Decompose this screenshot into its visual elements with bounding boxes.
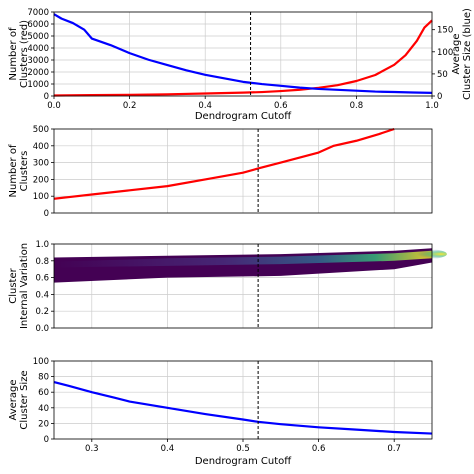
y-tick-label: 0.0 bbox=[35, 324, 49, 334]
x-tick-label: 0.6 bbox=[274, 101, 288, 111]
y-axis-label-line: Clusters bbox=[19, 151, 30, 192]
y-tick-label: 20 bbox=[38, 419, 49, 429]
x-tick-label: 0.6 bbox=[312, 444, 326, 454]
panel-4: AverageCluster Size bbox=[8, 360, 433, 442]
y-axis-label: Number ofClusters bbox=[8, 144, 30, 197]
axes-frame bbox=[53, 243, 433, 329]
y2-tick-label: 0 bbox=[437, 92, 442, 102]
x-tick-label: 0.7 bbox=[387, 444, 401, 454]
x-tick-label: 0.8 bbox=[350, 101, 364, 111]
y-axis-label-line: Cluster bbox=[8, 267, 19, 303]
heatmap-peak bbox=[386, 248, 447, 261]
y-tick-label: 0 bbox=[44, 209, 49, 219]
y-tick-label: 1.0 bbox=[35, 240, 49, 250]
y-tick-label: 80 bbox=[38, 373, 49, 383]
x-tick-label: 0.4 bbox=[161, 444, 175, 454]
y-axis-label: ClusterInternal Variation bbox=[8, 243, 30, 329]
y-tick-label: 3000 bbox=[27, 56, 49, 66]
panel-1: Number ofClusters (red) AverageCluster Si… bbox=[8, 8, 473, 100]
x-tick-label: 0.0 bbox=[47, 101, 61, 111]
x-tick-label: 0.5 bbox=[236, 444, 250, 454]
series-line-1 bbox=[53, 127, 395, 200]
x-tick-label: 1.0 bbox=[425, 101, 439, 111]
y-tick-label: 4000 bbox=[27, 44, 49, 54]
y-tick-label: 0 bbox=[44, 435, 49, 445]
axes-frame bbox=[53, 11, 433, 97]
y-tick-label: 5000 bbox=[27, 32, 49, 42]
y-tick-label: 400 bbox=[33, 142, 49, 152]
y-axis-label-line: Average bbox=[8, 379, 19, 420]
y-tick-label: 0.8 bbox=[35, 257, 49, 267]
y-axis-label-line: Number of bbox=[8, 144, 19, 197]
y-tick-label: 100 bbox=[33, 357, 49, 367]
x-tick-label: 0.3 bbox=[85, 444, 99, 454]
axes-frame bbox=[53, 128, 433, 214]
y-axis-label: AverageCluster Size bbox=[8, 370, 30, 429]
y2-axis-label-line: Average bbox=[451, 33, 462, 74]
y2-axis-label-line: Cluster Size (blue) bbox=[462, 8, 473, 100]
y-tick-label: 100 bbox=[33, 192, 49, 202]
y-axis-label-line: Internal Variation bbox=[19, 243, 30, 329]
y2-tick-label: 50 bbox=[437, 70, 448, 80]
y-tick-label: 300 bbox=[33, 159, 49, 169]
y-tick-label: 0.2 bbox=[35, 307, 49, 317]
y-axis-label: Number ofClusters (red) bbox=[8, 20, 30, 88]
y-axis-label-line: Number of bbox=[8, 27, 19, 80]
heatmap-core bbox=[54, 250, 432, 268]
y-axis-label-line: Clusters (red) bbox=[19, 20, 30, 88]
y-tick-label: 6000 bbox=[27, 20, 49, 30]
y-axis-label-line: Cluster Size bbox=[19, 370, 30, 429]
panel-2: Number ofClusters bbox=[8, 127, 433, 214]
y2-tick-label: 150 bbox=[437, 26, 453, 36]
series-line-2 bbox=[53, 13, 433, 95]
x-tick-label: 0.4 bbox=[198, 101, 212, 111]
panel-3: ClusterInternal Variation bbox=[8, 243, 447, 329]
y2-axis-label: AverageCluster Size (blue) bbox=[451, 8, 473, 100]
y2-tick-label: 100 bbox=[437, 48, 453, 58]
x-axis-label: Dendrogram Cutoff bbox=[195, 456, 292, 467]
y-tick-label: 60 bbox=[38, 388, 49, 398]
y-tick-label: 200 bbox=[33, 175, 49, 185]
y-tick-label: 40 bbox=[38, 404, 49, 414]
y-tick-label: 0.4 bbox=[35, 290, 49, 300]
y-tick-label: 0 bbox=[44, 92, 49, 102]
series-line-1 bbox=[53, 380, 433, 435]
y-tick-label: 0.6 bbox=[35, 274, 49, 284]
y-tick-label: 2000 bbox=[27, 68, 49, 78]
y-tick-label: 1000 bbox=[27, 80, 49, 90]
x-tick-label: 0.2 bbox=[123, 101, 137, 111]
x-axis-label: Dendrogram Cutoff bbox=[195, 111, 292, 122]
y-tick-label: 7000 bbox=[27, 8, 49, 18]
y-tick-label: 500 bbox=[33, 125, 49, 135]
